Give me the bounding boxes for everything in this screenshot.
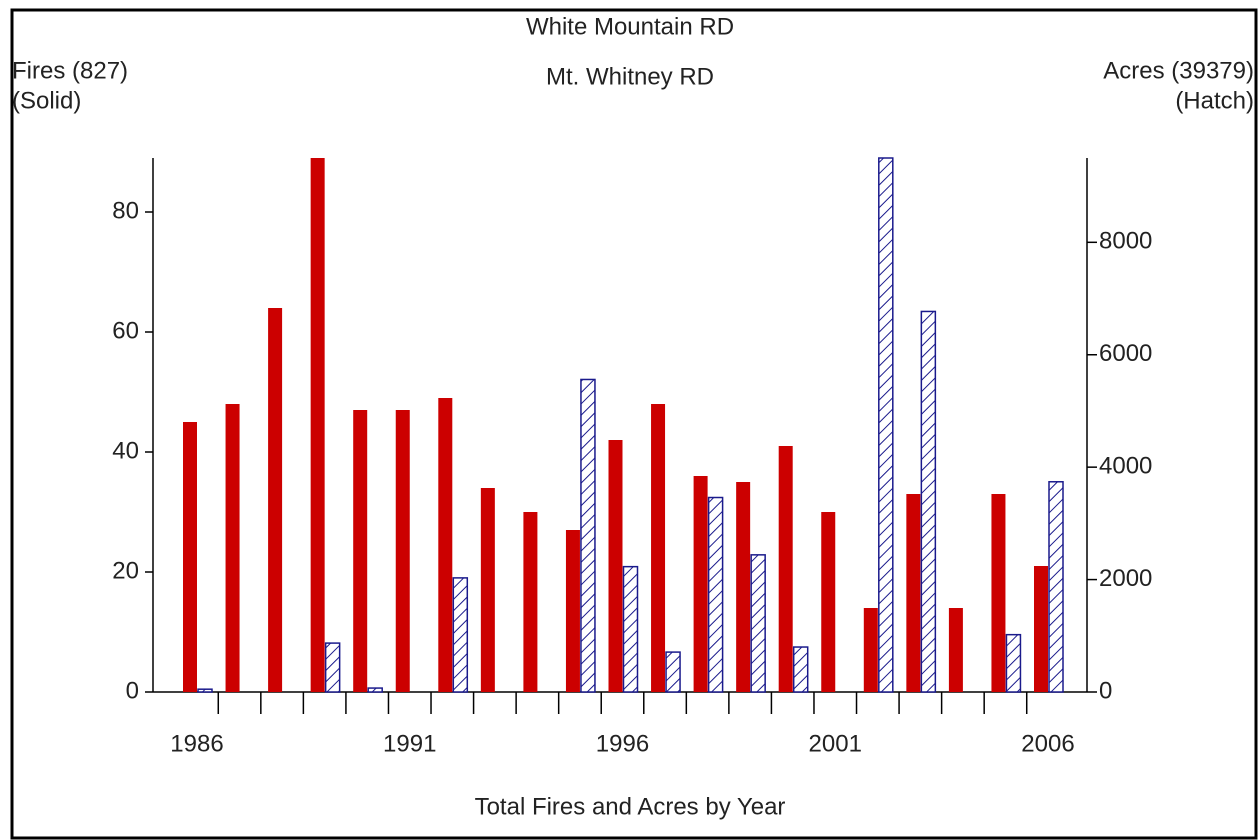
bar <box>778 446 793 692</box>
y-tick-label: 40 <box>112 437 139 464</box>
bar <box>565 530 580 692</box>
hatched-bar <box>665 651 681 693</box>
bar <box>225 404 240 692</box>
bar <box>736 482 751 692</box>
hatched-bar <box>1005 633 1022 693</box>
bar <box>523 512 538 692</box>
hatched-bar <box>750 554 766 693</box>
y2-tick-label: 4000 <box>1099 453 1152 480</box>
x-tick-label: 2001 <box>809 730 862 757</box>
chart-title: White Mountain RD <box>526 13 734 40</box>
bar <box>948 608 963 692</box>
y-axis-note: (Solid) <box>12 87 81 114</box>
bar <box>608 440 623 692</box>
hatched-bar <box>452 577 469 693</box>
y2-axis-label: Acres (39379) <box>1103 57 1254 84</box>
bar <box>480 488 495 692</box>
y-axis-label: Fires (827) <box>12 57 128 84</box>
bar <box>821 512 836 692</box>
x-tick-label: 2006 <box>1021 730 1074 757</box>
y2-tick-label: 2000 <box>1099 565 1152 592</box>
chart-subtitle: Mt. Whitney RD <box>546 63 714 90</box>
bar <box>1034 566 1048 692</box>
bar <box>438 398 453 692</box>
hatched-bar <box>878 157 894 693</box>
y-tick-label: 60 <box>112 317 139 344</box>
bar <box>395 410 410 692</box>
y-tick-label: 20 <box>112 557 139 584</box>
y2-tick-label: 0 <box>1099 677 1112 704</box>
hatched-bar <box>622 565 639 693</box>
hatched-bar <box>367 687 383 693</box>
y2-tick-label: 6000 <box>1099 340 1152 367</box>
frame <box>10 8 1258 840</box>
bar <box>651 404 666 692</box>
hatched-bar <box>792 646 809 693</box>
x-axis-label: Total Fires and Acres by Year <box>475 793 786 820</box>
hatched-bar <box>197 688 213 693</box>
bar <box>268 308 283 692</box>
hatched-bar <box>580 378 596 693</box>
bar <box>310 158 325 692</box>
hatched-bar <box>1048 481 1064 693</box>
bar <box>863 608 878 692</box>
hatched-bar <box>324 642 341 693</box>
x-tick-label: 1996 <box>596 730 649 757</box>
x-tick-label: 1991 <box>383 730 436 757</box>
hatched-bar <box>707 496 724 693</box>
bar <box>183 422 197 692</box>
y-tick-label: 80 <box>112 197 139 224</box>
bar <box>693 476 708 692</box>
y-tick-label: 0 <box>126 677 139 704</box>
x-tick-label: 1986 <box>170 730 223 757</box>
y2-axis-note: (Hatch) <box>1175 87 1254 114</box>
bar <box>991 494 1006 692</box>
bar <box>906 494 921 692</box>
hatched-bar <box>920 310 937 693</box>
y2-tick-label: 8000 <box>1099 228 1152 255</box>
bar <box>353 410 368 692</box>
